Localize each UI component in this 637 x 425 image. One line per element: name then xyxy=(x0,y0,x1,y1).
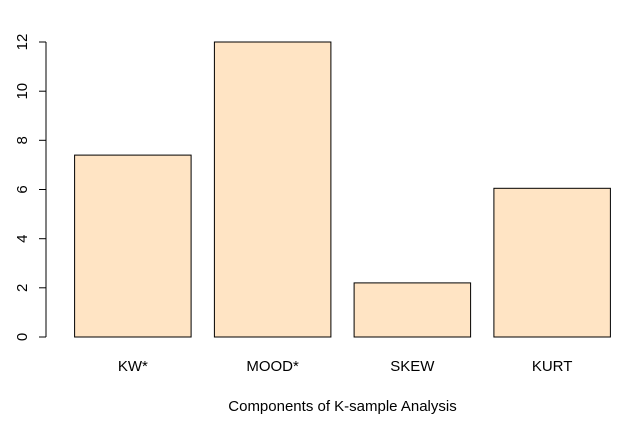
y-tick-label: 8 xyxy=(14,136,31,144)
bar-mood xyxy=(213,41,332,338)
bar-kurt xyxy=(493,187,611,338)
y-tick-label: 12 xyxy=(14,34,31,51)
y-tick-label: 10 xyxy=(14,83,31,100)
x-tick-label: KURT xyxy=(532,358,573,375)
x-tick-label: MOOD* xyxy=(246,358,299,375)
bar-kw xyxy=(74,154,192,338)
bar-skew xyxy=(353,282,472,338)
y-axis: 0 2 4 6 8 10 12 xyxy=(14,34,47,341)
x-axis-labels: KW* MOOD* SKEW KURT xyxy=(118,358,572,375)
y-tick-label: 0 xyxy=(14,333,31,341)
x-axis-title: Components of K-sample Analysis xyxy=(228,398,456,415)
x-tick-label: KW* xyxy=(118,358,148,375)
bars-group xyxy=(74,41,611,338)
y-tick-label: 4 xyxy=(14,235,31,243)
y-tick-label: 2 xyxy=(14,284,31,292)
x-tick-label: SKEW xyxy=(390,358,435,375)
y-tick-label: 6 xyxy=(14,185,31,193)
